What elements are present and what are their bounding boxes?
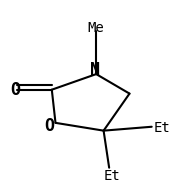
Text: Et: Et (154, 121, 170, 135)
Text: N: N (90, 61, 100, 79)
Text: Et: Et (104, 169, 120, 183)
Text: O: O (11, 81, 21, 99)
Text: O: O (44, 117, 54, 135)
Text: Me: Me (87, 21, 104, 35)
